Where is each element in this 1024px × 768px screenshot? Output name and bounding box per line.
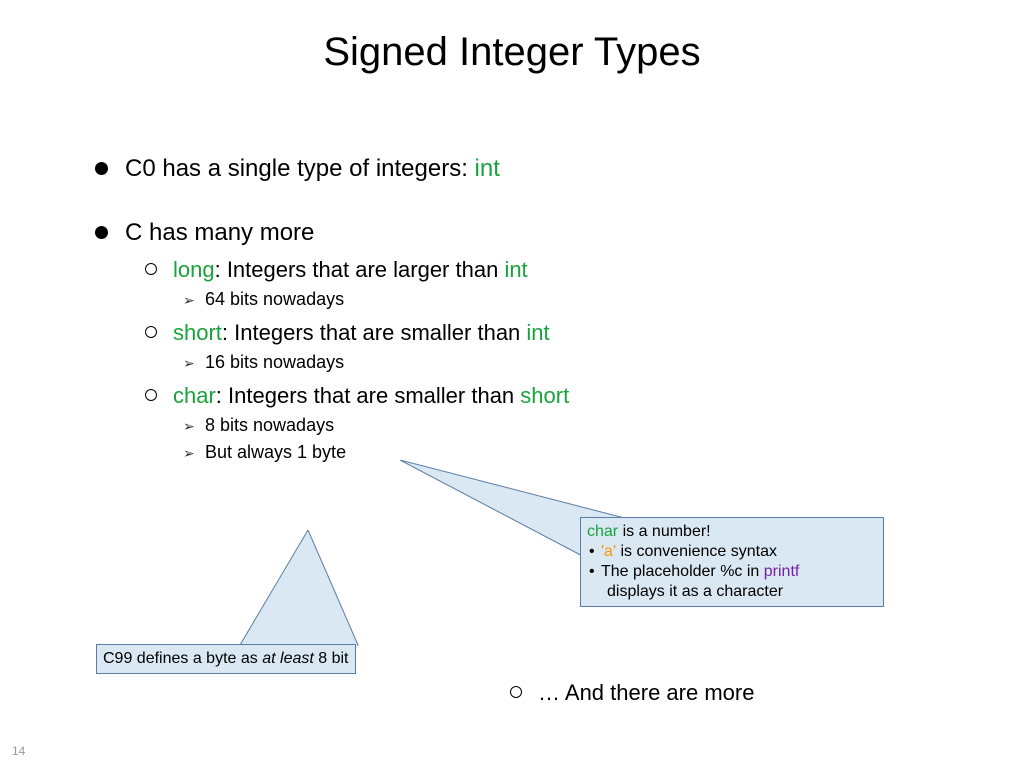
bullet-item-1: C0 has a single type of integers: int xyxy=(95,155,925,183)
and-more-wrap: … And there are more xyxy=(510,670,754,706)
keyword-int: int xyxy=(526,320,549,345)
text: C has many more xyxy=(125,219,314,246)
callout-pointer-icon xyxy=(240,530,400,650)
keyword-int: int xyxy=(475,155,500,182)
sub-list: long: Integers that are larger than int … xyxy=(145,257,925,463)
keyword-short: short xyxy=(173,320,222,345)
callout-line: displays it as a character xyxy=(587,582,877,602)
callout-line: The placeholder %c in printf xyxy=(587,562,877,582)
callout-line: char is a number! xyxy=(587,522,877,542)
page-number: 14 xyxy=(12,744,25,758)
slide-title: Signed Integer Types xyxy=(0,30,1024,75)
slide-content: C0 has a single type of integers: int C … xyxy=(95,155,925,499)
text: C0 has a single type of integers: xyxy=(125,155,475,182)
sub-item-char: char: Integers that are smaller than sho… xyxy=(145,383,925,463)
sub-item-more: … And there are more xyxy=(510,680,754,706)
sub2-list: 8 bits nowadays But always 1 byte xyxy=(183,415,925,463)
text: is a number! xyxy=(618,523,710,540)
keyword-char: char xyxy=(587,523,618,540)
keyword-long: long xyxy=(173,257,215,282)
keyword-char: char xyxy=(173,383,216,408)
sub2-list: 64 bits nowadays xyxy=(183,289,925,310)
callout-line: 'a' is convenience syntax xyxy=(587,542,877,562)
text: 8 bit xyxy=(314,650,349,667)
keyword-short: short xyxy=(520,383,569,408)
bullet-item-2: C has many more long: Integers that are … xyxy=(95,219,925,463)
bullet-list: C0 has a single type of integers: int C … xyxy=(95,155,925,463)
sub2-item: But always 1 byte xyxy=(183,442,925,463)
sub2-item: 64 bits nowadays xyxy=(183,289,925,310)
text: : Integers that are smaller than xyxy=(222,320,527,345)
sub2-list: 16 bits nowadays xyxy=(183,352,925,373)
text: : Integers that are larger than xyxy=(215,257,505,282)
keyword-int: int xyxy=(504,257,527,282)
sub2-item: 8 bits nowadays xyxy=(183,415,925,436)
sub-item-short: short: Integers that are smaller than in… xyxy=(145,320,925,373)
sub-list-more: … And there are more xyxy=(510,680,754,706)
literal-a: 'a' xyxy=(601,543,616,560)
sub-item-long: long: Integers that are larger than int … xyxy=(145,257,925,310)
text: The placeholder %c in xyxy=(601,563,764,580)
callout-byte-def: C99 defines a byte as at least 8 bit xyxy=(96,644,356,674)
sub2-item: 16 bits nowadays xyxy=(183,352,925,373)
text: : Integers that are smaller than xyxy=(216,383,521,408)
keyword-printf: printf xyxy=(764,563,800,580)
text-italic: at least xyxy=(262,650,314,667)
text: C99 defines a byte as xyxy=(103,650,262,667)
callout-char-number: char is a number! 'a' is convenience syn… xyxy=(580,517,884,607)
text: is convenience syntax xyxy=(616,543,777,560)
text: … And there are more xyxy=(538,680,754,705)
slide: Signed Integer Types C0 has a single typ… xyxy=(0,0,1024,768)
